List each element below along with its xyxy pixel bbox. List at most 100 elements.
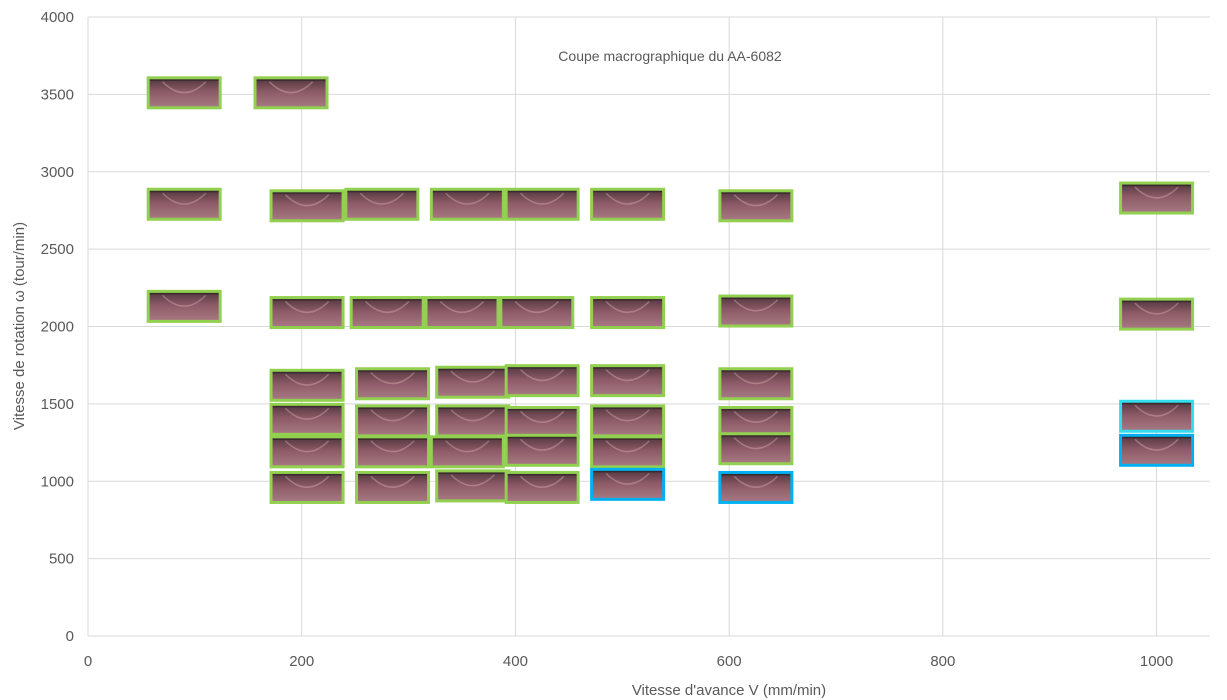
marker-frame-green xyxy=(269,435,345,469)
y-tick-label: 2500 xyxy=(41,241,74,258)
marker-frame-green xyxy=(590,435,666,469)
macrograph-thumbnail xyxy=(506,407,579,438)
data-point xyxy=(718,189,794,223)
macrograph-thumbnail xyxy=(591,469,664,500)
weld-nugget-outline xyxy=(284,475,330,488)
data-point xyxy=(355,367,431,401)
data-point xyxy=(435,404,511,438)
y-tick-label: 1500 xyxy=(41,396,74,413)
data-point xyxy=(1119,433,1195,467)
weld-nugget-outline xyxy=(605,440,650,453)
x-tick-label: 800 xyxy=(930,653,955,670)
macrograph-thumbnail xyxy=(271,190,344,221)
weld-nugget-outline xyxy=(605,472,650,485)
marker-frame-green xyxy=(269,402,345,436)
data-point xyxy=(504,364,580,398)
macrograph-thumbnail xyxy=(719,296,792,327)
marker-frame-green xyxy=(253,76,329,110)
weld-nugget-outline xyxy=(520,369,565,382)
weld-nugget-outline xyxy=(1134,302,1179,315)
weld-nugget-outline xyxy=(365,301,410,314)
weld-nugget-outline xyxy=(605,409,650,422)
macrograph-thumbnail xyxy=(436,405,509,436)
weld-nugget-outline xyxy=(1134,186,1179,199)
macrograph-thumbnail xyxy=(1120,299,1193,330)
macrograph-thumbnail xyxy=(506,365,579,396)
macrograph-thumbnail xyxy=(356,472,429,503)
marker-frame-green xyxy=(718,367,794,401)
weld-nugget-outline xyxy=(162,192,207,205)
weld-nugget-outline xyxy=(370,475,415,488)
data-point xyxy=(269,296,345,330)
weld-nugget-outline xyxy=(445,192,490,205)
marker-frame-green xyxy=(269,296,345,330)
macrograph-thumbnail xyxy=(719,433,792,464)
marker-frame-green xyxy=(590,187,666,221)
macrograph-thumbnail xyxy=(591,297,664,328)
data-point xyxy=(504,470,580,504)
marker-frame-green xyxy=(718,432,794,466)
macrograph-thumbnail xyxy=(506,435,579,466)
weld-nugget-outline xyxy=(733,410,778,423)
macrograph-thumbnail xyxy=(356,436,429,467)
data-point xyxy=(590,404,666,438)
y-tick-label: 3500 xyxy=(41,86,74,103)
macrograph-thumbnail xyxy=(255,77,328,108)
data-point xyxy=(504,405,580,439)
weld-nugget-outline xyxy=(162,81,207,94)
data-point xyxy=(344,187,420,221)
y-axis-title: Vitesse de rotation ω (tour/min) xyxy=(11,222,28,430)
macrograph-thumbnail xyxy=(426,297,498,328)
y-tick-label: 1000 xyxy=(41,473,74,490)
marker-frame-green xyxy=(269,189,345,223)
data-point xyxy=(590,435,666,469)
marker-frame-blue xyxy=(718,470,794,504)
x-tick-label: 0 xyxy=(84,653,92,670)
weld-nugget-outline xyxy=(733,475,778,488)
marker-frame-cyan xyxy=(1119,399,1195,433)
macrograph-thumbnail xyxy=(500,297,573,328)
macrograph-thumbnail xyxy=(436,367,509,398)
weld-nugget-outline xyxy=(284,194,330,207)
macrograph-thumbnail xyxy=(506,189,579,220)
marker-frame-green xyxy=(718,189,794,223)
weld-nugget-outline xyxy=(520,192,565,205)
y-tick-label: 4000 xyxy=(41,9,74,26)
y-tick-label: 3000 xyxy=(41,164,74,181)
weld-nugget-outline xyxy=(605,369,650,382)
marker-frame-green xyxy=(424,296,500,330)
data-point xyxy=(146,76,222,110)
data-point xyxy=(499,296,575,330)
x-tick-labels: 0 200 400 600 800 1000 xyxy=(84,653,1173,670)
weld-nugget-outline xyxy=(1134,404,1179,417)
macrograph-thumbnail xyxy=(351,297,424,328)
data-point xyxy=(429,435,505,469)
macrograph-thumbnail xyxy=(148,189,221,220)
data-point xyxy=(269,402,345,436)
macrograph-thumbnail xyxy=(591,405,664,436)
data-point xyxy=(253,76,329,110)
macrograph-thumbnail xyxy=(719,190,792,221)
marker-frame-green xyxy=(718,294,794,328)
weld-nugget-outline xyxy=(450,370,495,383)
marker-frame-green xyxy=(355,435,431,469)
weld-nugget-outline xyxy=(284,440,330,453)
macrograph-thumbnail xyxy=(431,436,504,467)
macrograph-thumbnail xyxy=(431,189,504,220)
macrograph-thumbnail xyxy=(1120,435,1193,466)
weld-nugget-outline xyxy=(733,372,778,385)
data-point xyxy=(590,296,666,330)
chart-title: Coupe macrographique du AA-6082 xyxy=(558,48,782,64)
data-point xyxy=(504,187,580,221)
macrograph-thumbnail xyxy=(1120,401,1193,432)
macrograph-thumbnail xyxy=(148,77,221,108)
weld-nugget-outline xyxy=(370,372,415,385)
macrograph-thumbnail xyxy=(591,189,664,220)
marker-frame-green xyxy=(146,289,222,323)
data-point xyxy=(435,469,511,503)
weld-nugget-outline xyxy=(520,438,565,451)
data-point xyxy=(1119,181,1195,215)
weld-nugget-outline xyxy=(450,409,495,422)
marker-frame-green xyxy=(504,364,580,398)
marker-frame-green xyxy=(504,433,580,467)
